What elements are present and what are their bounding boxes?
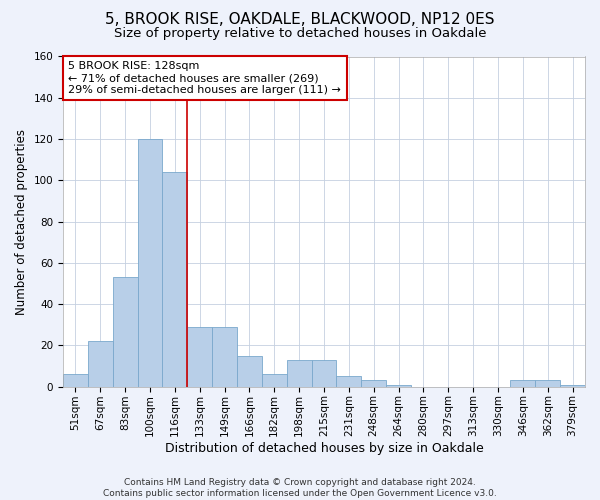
Bar	[137, 139, 163, 386]
Bar	[237, 356, 262, 386]
Bar	[535, 380, 560, 386]
Bar	[262, 374, 287, 386]
Text: 5, BROOK RISE, OAKDALE, BLACKWOOD, NP12 0ES: 5, BROOK RISE, OAKDALE, BLACKWOOD, NP12 …	[105, 12, 495, 28]
Bar	[511, 380, 535, 386]
Bar	[212, 327, 237, 386]
Bar	[386, 384, 411, 386]
Bar	[63, 374, 88, 386]
Bar	[187, 327, 212, 386]
X-axis label: Distribution of detached houses by size in Oakdale: Distribution of detached houses by size …	[164, 442, 484, 455]
Text: Size of property relative to detached houses in Oakdale: Size of property relative to detached ho…	[114, 28, 486, 40]
Bar	[311, 360, 337, 386]
Y-axis label: Number of detached properties: Number of detached properties	[15, 128, 28, 314]
Bar	[113, 278, 137, 386]
Bar	[88, 342, 113, 386]
Bar	[337, 376, 361, 386]
Bar	[560, 384, 585, 386]
Text: Contains HM Land Registry data © Crown copyright and database right 2024.
Contai: Contains HM Land Registry data © Crown c…	[103, 478, 497, 498]
Bar	[287, 360, 311, 386]
Bar	[163, 172, 187, 386]
Text: 5 BROOK RISE: 128sqm
← 71% of detached houses are smaller (269)
29% of semi-deta: 5 BROOK RISE: 128sqm ← 71% of detached h…	[68, 62, 341, 94]
Bar	[361, 380, 386, 386]
